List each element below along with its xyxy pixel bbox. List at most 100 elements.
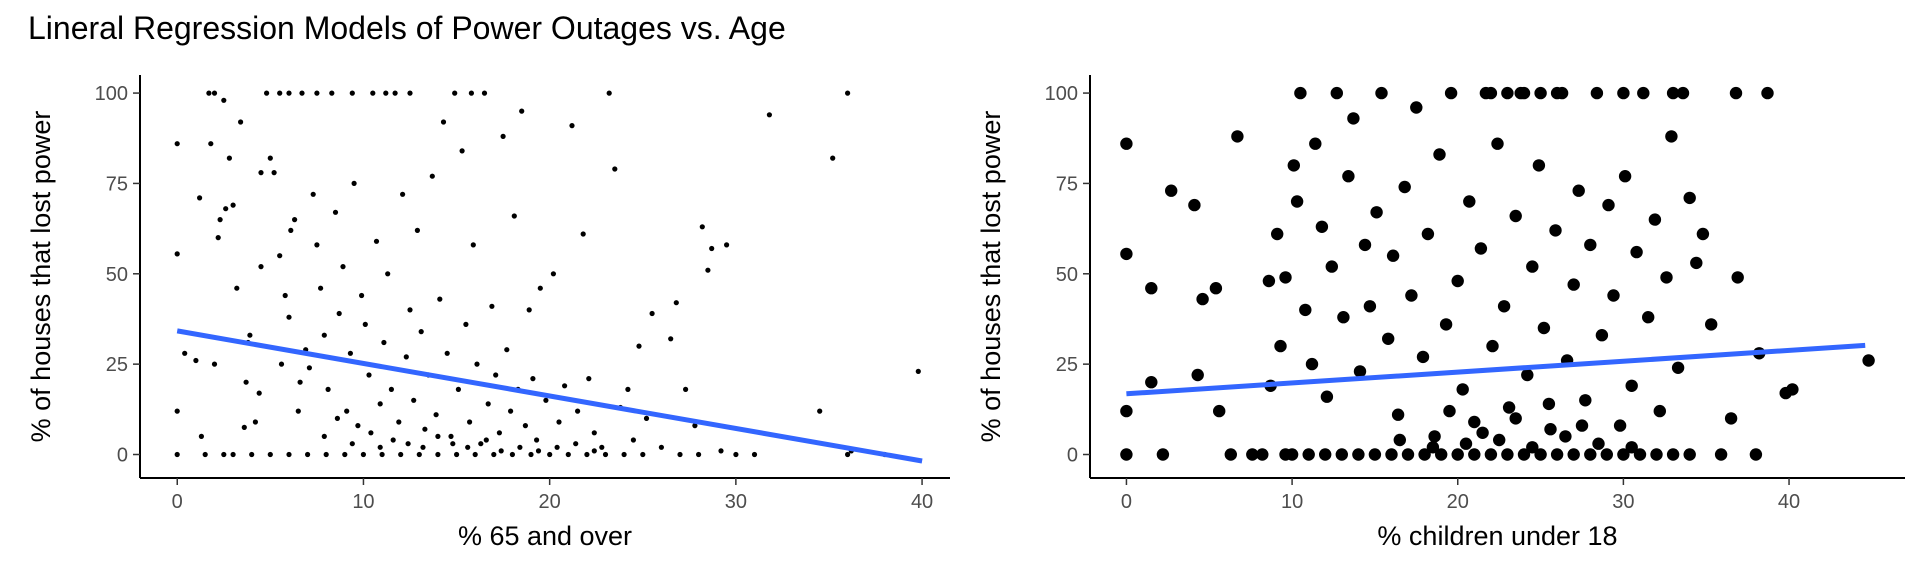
- data-point: [1665, 130, 1678, 143]
- data-point: [223, 206, 229, 212]
- data-point: [692, 423, 698, 429]
- data-point: [673, 300, 679, 306]
- data-point: [1335, 448, 1349, 461]
- data-point: [1231, 130, 1244, 143]
- regression-line: [1126, 342, 1866, 397]
- data-point: [1501, 448, 1514, 461]
- data-point: [1497, 300, 1511, 313]
- data-point: [452, 90, 458, 96]
- y-tick-label: 25: [106, 354, 128, 376]
- data-point: [1120, 448, 1133, 461]
- x-axis-title: % children under 18: [1377, 521, 1617, 551]
- data-point: [336, 310, 342, 317]
- data-point: [696, 451, 702, 458]
- data-point: [535, 448, 542, 454]
- data-point: [478, 441, 484, 447]
- y-tick-label: 100: [1045, 83, 1078, 105]
- data-point: [351, 180, 357, 186]
- data-point: [314, 242, 320, 248]
- data-point: [522, 423, 529, 429]
- data-point: [1618, 170, 1632, 183]
- data-point: [491, 451, 497, 458]
- data-point: [528, 451, 534, 458]
- data-point: [751, 451, 758, 458]
- data-point: [1456, 383, 1469, 396]
- data-point: [241, 424, 247, 430]
- data-point: [554, 444, 560, 450]
- data-point: [344, 408, 350, 414]
- data-point: [1342, 170, 1355, 183]
- data-point: [1246, 448, 1259, 461]
- data-point: [483, 437, 489, 443]
- data-point: [1391, 408, 1405, 421]
- data-point: [1650, 448, 1663, 461]
- data-point: [489, 303, 495, 309]
- data-point: [392, 90, 398, 96]
- data-point: [258, 264, 264, 270]
- data-point: [429, 173, 435, 179]
- data-point: [845, 451, 851, 458]
- data-point: [470, 242, 476, 248]
- data-point: [249, 451, 255, 458]
- data-point: [264, 90, 270, 96]
- data-point: [321, 433, 327, 439]
- x-tick-label: 0: [172, 491, 183, 513]
- data-point: [288, 227, 294, 233]
- data-point: [416, 451, 422, 458]
- data-point: [599, 444, 605, 450]
- data-point: [1537, 321, 1551, 335]
- data-point: [305, 451, 311, 458]
- y-tick-label: 100: [95, 83, 128, 105]
- data-point: [498, 448, 504, 454]
- data-point: [468, 90, 474, 96]
- data-point: [418, 329, 424, 335]
- data-point: [411, 397, 417, 403]
- data-point: [420, 444, 426, 450]
- data-point: [383, 90, 389, 96]
- data-point: [465, 444, 471, 450]
- data-point: [329, 90, 335, 96]
- data-point: [1421, 227, 1435, 241]
- data-point: [1696, 227, 1710, 241]
- data-point: [435, 451, 441, 458]
- data-point: [550, 271, 557, 277]
- data-point: [1305, 357, 1319, 371]
- data-point: [766, 112, 773, 118]
- data-point: [565, 451, 571, 458]
- y-tick-label: 50: [106, 264, 128, 286]
- data-point: [211, 90, 218, 96]
- data-point: [277, 253, 283, 259]
- data-point: [1526, 441, 1539, 454]
- data-point: [396, 419, 402, 425]
- data-point: [1526, 260, 1539, 273]
- data-point: [1428, 430, 1441, 443]
- data-point: [1786, 383, 1799, 396]
- data-point: [379, 451, 385, 458]
- data-point: [1386, 249, 1400, 262]
- data-point: [1532, 159, 1546, 172]
- data-point: [1549, 224, 1562, 237]
- y-tick-label: 50: [1056, 264, 1078, 286]
- data-point: [347, 350, 353, 356]
- data-point: [1120, 404, 1133, 418]
- data-point: [493, 372, 499, 378]
- data-point: [1862, 354, 1875, 367]
- data-point: [1534, 448, 1547, 461]
- data-point: [1302, 448, 1315, 461]
- chart-title: Lineral Regression Models of Power Outag…: [28, 10, 786, 46]
- data-point: [459, 148, 465, 154]
- y-axis-title: % of houses that lost power: [26, 111, 56, 443]
- data-point: [390, 437, 396, 443]
- data-point: [370, 90, 376, 96]
- data-point: [1476, 426, 1489, 439]
- data-point: [724, 242, 730, 248]
- data-point: [1294, 86, 1307, 100]
- data-point: [1550, 448, 1564, 461]
- data-point: [1262, 274, 1276, 288]
- data-point: [621, 451, 627, 458]
- x-tick-label: 10: [1281, 491, 1303, 513]
- data-point: [202, 451, 208, 458]
- data-point: [1731, 271, 1744, 284]
- data-point: [267, 451, 273, 458]
